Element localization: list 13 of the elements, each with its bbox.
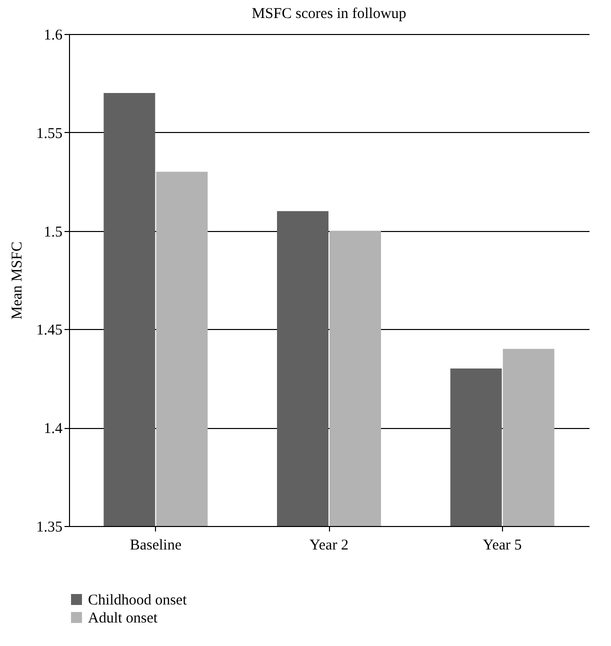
x-tick-label: Year 2: [310, 538, 348, 554]
x-tick-label: Baseline: [130, 538, 182, 554]
y-tick-label: 1.5: [44, 224, 62, 240]
y-tick-label: 1.55: [36, 126, 62, 142]
legend-label: Childhood onset: [88, 592, 188, 608]
chart-title: MSFC scores in followup: [252, 6, 406, 22]
y-axis-title: Mean MSFC: [9, 242, 26, 320]
y-tick-label: 1.6: [44, 28, 63, 44]
x-tick-label: Year 5: [482, 538, 522, 554]
y-tick-label: 1.45: [36, 322, 62, 339]
y-tick-label: 1.35: [36, 520, 62, 536]
legend-label: Adult onset: [88, 610, 158, 626]
y-tick-label: 1.4: [44, 421, 63, 438]
